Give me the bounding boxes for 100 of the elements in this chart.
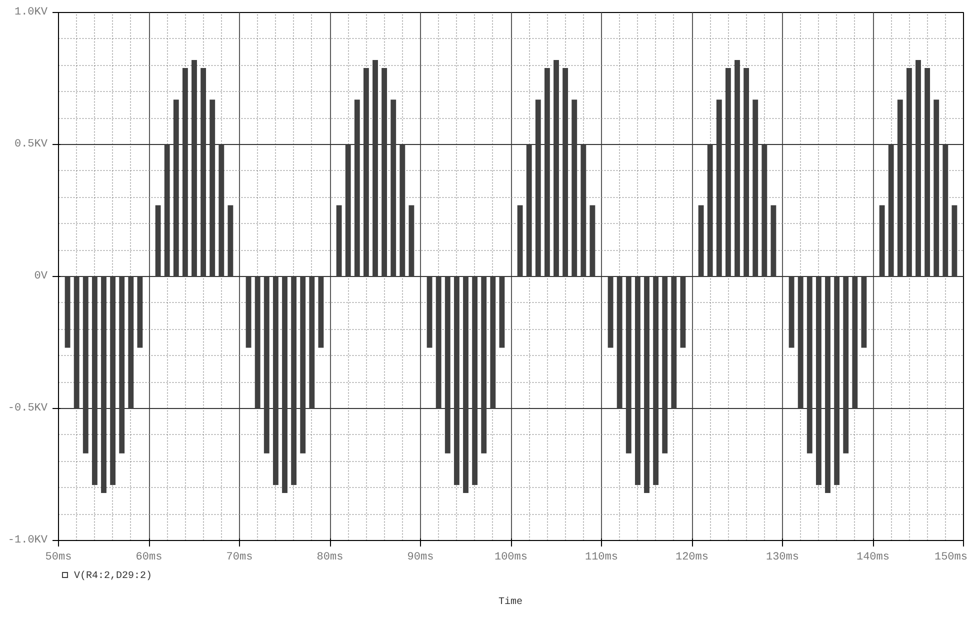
bar	[164, 144, 170, 276]
bar	[400, 144, 406, 276]
bar	[499, 276, 505, 348]
bar	[544, 68, 550, 276]
x-tick-label: 140ms	[856, 552, 890, 564]
bar	[535, 100, 541, 276]
bar	[888, 144, 894, 276]
bar	[608, 276, 614, 348]
x-tick-label: 130ms	[766, 552, 800, 564]
bar	[698, 205, 704, 276]
bar	[716, 100, 722, 276]
x-tick-label: 90ms	[407, 552, 434, 564]
bar	[879, 205, 885, 276]
bar	[173, 100, 179, 276]
bar	[463, 276, 468, 493]
x-tick-label: 70ms	[226, 552, 253, 564]
bar	[318, 276, 324, 348]
x-tick-label: 100ms	[494, 552, 528, 564]
bar	[110, 276, 116, 486]
bar	[119, 276, 125, 454]
bar	[770, 205, 776, 276]
x-tick-label: 60ms	[136, 552, 162, 564]
bar	[562, 68, 568, 276]
bar	[390, 100, 396, 276]
bar	[834, 276, 840, 486]
bar	[843, 276, 849, 454]
bar	[734, 60, 740, 276]
bar	[626, 276, 632, 454]
bar	[291, 276, 297, 486]
bar	[264, 276, 270, 454]
bar	[897, 100, 903, 276]
bar	[644, 276, 650, 493]
legend-label: V(R4:2,D29:2)	[73, 570, 154, 584]
x-tick-label: 120ms	[675, 552, 709, 564]
bar	[762, 144, 768, 276]
bar	[82, 276, 88, 454]
x-axis-title: Time	[497, 596, 524, 610]
bar	[382, 68, 388, 276]
bar	[192, 60, 197, 276]
x-tick-label: 150ms	[934, 552, 968, 564]
bar	[64, 276, 70, 348]
bar	[906, 68, 912, 276]
bar	[916, 60, 921, 276]
bar	[246, 276, 252, 348]
bar	[707, 144, 713, 276]
bar	[363, 68, 369, 276]
bar	[798, 276, 804, 408]
bar	[182, 68, 188, 276]
bar	[137, 276, 143, 348]
bar	[408, 205, 414, 276]
bar	[752, 100, 758, 276]
bar	[481, 276, 487, 454]
bar	[210, 100, 216, 276]
y-tick-label: 1.0KV	[14, 6, 48, 18]
bar	[671, 276, 677, 408]
x-tick-label: 80ms	[316, 552, 344, 564]
bar	[426, 276, 432, 348]
y-tick-label: 0V	[34, 270, 48, 282]
x-tick-label: 50ms	[45, 552, 72, 564]
bar	[336, 205, 342, 276]
bar	[454, 276, 460, 486]
bar	[436, 276, 442, 408]
bar	[155, 205, 161, 276]
bar	[218, 144, 224, 276]
bar	[444, 276, 450, 454]
bar	[634, 276, 640, 486]
bar	[490, 276, 496, 408]
y-tick-label: -1.0KV	[8, 534, 48, 546]
bar	[616, 276, 622, 408]
bar	[934, 100, 940, 276]
bar	[590, 205, 596, 276]
bar	[725, 68, 731, 276]
bar	[128, 276, 134, 408]
bar	[580, 144, 586, 276]
bar	[861, 276, 867, 348]
bar	[228, 205, 234, 276]
bar	[309, 276, 315, 408]
bar	[354, 100, 360, 276]
bar	[952, 205, 958, 276]
bar	[680, 276, 686, 348]
bar	[554, 60, 559, 276]
bar	[345, 144, 351, 276]
x-tick-label: 110ms	[584, 552, 618, 564]
bar	[300, 276, 306, 454]
bar	[744, 68, 750, 276]
y-tick-label: 0.5KV	[14, 138, 48, 150]
bar	[572, 100, 578, 276]
bar	[272, 276, 278, 486]
bar	[662, 276, 668, 454]
y-tick-label: -0.5KV	[8, 402, 48, 414]
bar	[254, 276, 260, 408]
bar	[372, 60, 378, 276]
bar	[852, 276, 858, 408]
bar	[653, 276, 659, 486]
bar	[472, 276, 478, 486]
bar	[806, 276, 812, 454]
bar	[924, 68, 930, 276]
bar	[816, 276, 822, 486]
bar	[74, 276, 80, 408]
bar	[825, 276, 830, 493]
